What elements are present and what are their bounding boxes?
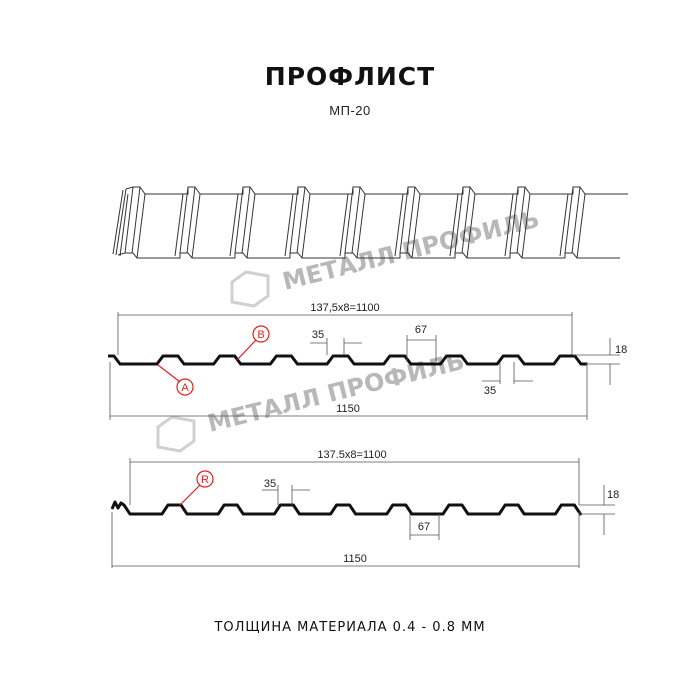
sheet-rib (119, 186, 146, 259)
profile-ab: 137,5x8=1100 1150 35 67 35 18 B A (108, 302, 627, 420)
dim-ridge-label: 35 (312, 329, 324, 341)
profile-ab-line (108, 354, 587, 366)
sheet-rib (559, 186, 586, 259)
dim-ridge-label: 35 (264, 478, 276, 490)
watermark-text-2: МЕТАЛЛ ПРОФИЛЬ (205, 347, 468, 438)
sheet-bottom-edge (117, 252, 620, 259)
sheet-rib (449, 186, 476, 259)
marker-r: R (201, 474, 209, 486)
dim-valley-label: 67 (418, 521, 430, 533)
dim-overall-label: 1150 (343, 553, 367, 565)
profile-r: 137.5x8=1100 1150 35 67 18 R (110, 449, 619, 568)
dim-valley-label: 67 (415, 324, 427, 336)
sheet-rib (284, 186, 311, 259)
dim-bottom-ridge-label: 35 (484, 385, 496, 397)
model-subtitle: МП-20 (329, 103, 371, 118)
watermark-1: МЕТАЛЛ ПРОФИЛЬ (230, 205, 542, 308)
profile-r-line (110, 500, 582, 516)
marker-b: B (257, 329, 264, 341)
marker-a: A (181, 382, 189, 394)
dim-pitch-label: 137.5x8=1100 (317, 449, 386, 461)
sheet-rib (174, 186, 201, 259)
dim-overall-label: 1150 (336, 403, 360, 415)
sheet-isometric-view (112, 186, 628, 259)
sheet-rib (504, 186, 531, 259)
sheet-end-edge (112, 188, 127, 256)
dim-height-label: 18 (615, 344, 627, 356)
sheet-rib (339, 186, 366, 259)
page-title: ПРОФЛИСТ (264, 62, 436, 91)
sheet-top-edge (125, 186, 628, 195)
dim-pitch-label: 137,5x8=1100 (310, 302, 379, 314)
sheet-rib (229, 186, 256, 259)
material-thickness-note: ТОЛЩИНА МАТЕРИАЛА 0.4 - 0.8 ММ (214, 620, 486, 635)
watermark-2: МЕТАЛЛ ПРОФИЛЬ (156, 347, 468, 453)
dim-height-label: 18 (607, 489, 619, 501)
sheet-rib (394, 186, 421, 259)
